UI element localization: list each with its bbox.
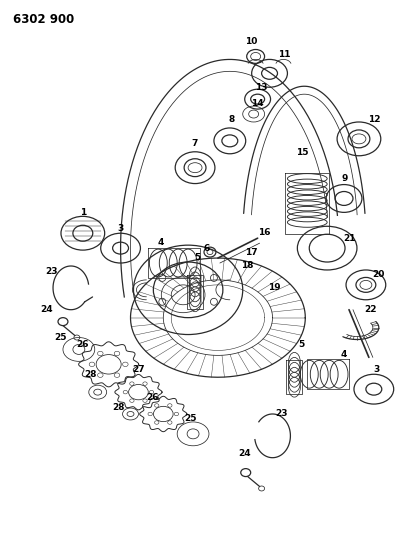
Text: 26: 26 [77,340,89,349]
Text: 7: 7 [192,139,198,148]
Text: 3: 3 [118,224,124,233]
Text: 3: 3 [374,365,380,374]
Text: 25: 25 [55,333,67,342]
Text: 16: 16 [258,228,271,237]
Text: 20: 20 [373,270,385,279]
Text: 13: 13 [255,83,268,92]
Text: 14: 14 [251,99,264,108]
Text: 21: 21 [343,233,355,243]
Text: 6302 900: 6302 900 [13,13,75,26]
Text: 5: 5 [298,340,304,349]
Text: 23: 23 [45,268,57,277]
Text: 28: 28 [84,370,97,379]
Text: 12: 12 [368,115,380,124]
Text: 28: 28 [112,402,125,411]
Text: 5: 5 [194,253,200,262]
Text: 18: 18 [242,261,254,270]
Text: 24: 24 [238,449,251,458]
Text: 4: 4 [157,238,164,247]
Text: 25: 25 [184,415,196,423]
Text: 11: 11 [278,50,290,59]
Text: 23: 23 [275,409,288,418]
Text: 27: 27 [132,365,145,374]
Text: 19: 19 [268,284,281,293]
Text: 10: 10 [246,37,258,46]
Text: 24: 24 [40,305,52,314]
Text: 17: 17 [245,248,258,256]
Text: 1: 1 [80,208,86,217]
Text: 6: 6 [204,244,210,253]
Text: 15: 15 [296,148,308,157]
Text: 22: 22 [365,305,377,314]
Text: 9: 9 [342,174,348,183]
Text: 4: 4 [341,350,347,359]
Text: 8: 8 [229,115,235,124]
Text: 26: 26 [146,393,159,401]
